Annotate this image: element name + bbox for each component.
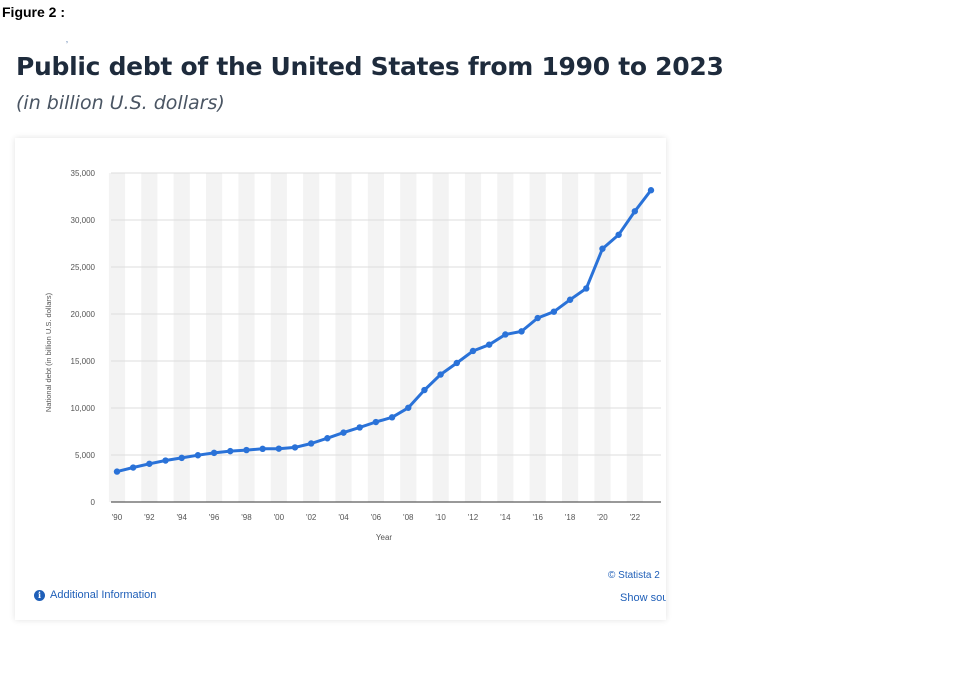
y-tick-label: 35,000 xyxy=(71,169,96,178)
grid-band xyxy=(335,173,352,502)
grid-band xyxy=(464,173,482,502)
y-tick-label: 5,000 xyxy=(75,451,96,460)
y-tick-label: 0 xyxy=(91,498,96,507)
data-point xyxy=(194,452,202,459)
data-point xyxy=(356,424,363,431)
data-point xyxy=(647,187,655,194)
x-tick-label: '98 xyxy=(241,513,252,522)
grid-band xyxy=(594,173,611,502)
data-point xyxy=(307,440,315,447)
data-point xyxy=(405,404,412,411)
y-tick-label: 25,000 xyxy=(71,263,96,272)
data-point xyxy=(583,285,590,292)
x-tick-label: '08 xyxy=(403,513,414,522)
x-axis-title: Year xyxy=(376,533,393,542)
x-tick-label: '22 xyxy=(630,513,641,522)
data-point xyxy=(599,245,606,252)
chart-subtitle: (in billion U.S. dollars) xyxy=(16,92,225,114)
grid-band xyxy=(206,173,223,502)
additional-information-label: Additional Information xyxy=(50,589,157,601)
data-point xyxy=(372,418,380,426)
data-point xyxy=(502,331,509,338)
data-point xyxy=(340,429,347,436)
x-tick-label: '92 xyxy=(144,513,155,522)
y-tick-label: 20,000 xyxy=(71,310,96,319)
figure-label: Figure 2 : xyxy=(2,4,66,20)
data-point xyxy=(534,314,541,322)
grid-band xyxy=(173,173,190,502)
data-point xyxy=(324,435,331,442)
chart-title: Public debt of the United States from 19… xyxy=(16,52,724,81)
chart-card: 0 5,000 10,000 15,000 20,000 25,000 30,000 35,0… xyxy=(15,138,666,620)
data-point xyxy=(243,446,250,454)
data-point xyxy=(485,341,493,348)
data-point xyxy=(566,296,574,303)
x-tick-label: '10 xyxy=(435,513,446,522)
grid-band xyxy=(367,173,384,502)
data-point xyxy=(275,445,283,452)
x-tick-label: '90 xyxy=(112,513,123,522)
data-point xyxy=(631,208,639,215)
grid-band xyxy=(141,173,158,502)
y-axis-title: National debt (in billion U.S. dollars) xyxy=(44,292,53,412)
x-tick-label: '16 xyxy=(533,513,544,522)
info-icon: i xyxy=(34,589,45,601)
data-point xyxy=(178,454,185,462)
x-tick-label: '14 xyxy=(500,513,511,522)
data-point xyxy=(615,231,622,238)
statista-copyright-link[interactable]: © Statista 2 xyxy=(608,570,660,581)
line-chart: 0 5,000 10,000 15,000 20,000 25,000 30,000 35,0… xyxy=(44,169,661,542)
x-tick-label: '94 xyxy=(177,513,188,522)
grid-band xyxy=(626,173,643,502)
x-tick-label: '04 xyxy=(338,513,349,522)
grid-band xyxy=(562,173,579,502)
data-point xyxy=(518,328,525,335)
y-tick-label: 10,000 xyxy=(71,404,96,413)
x-tick-label: '00 xyxy=(274,513,285,522)
data-point xyxy=(453,359,461,367)
data-point xyxy=(388,414,396,421)
grid-band xyxy=(108,173,126,502)
data-point xyxy=(259,445,266,453)
x-tick-label: '02 xyxy=(306,513,317,522)
series-line xyxy=(115,188,653,474)
data-point xyxy=(227,447,234,455)
grid-band xyxy=(529,173,546,502)
y-tick-label: 15,000 xyxy=(71,357,96,366)
data-point xyxy=(469,347,477,355)
data-point xyxy=(437,371,444,378)
data-point xyxy=(162,457,169,464)
data-point xyxy=(421,386,428,394)
data-point xyxy=(129,464,137,471)
grid-band xyxy=(303,173,320,502)
additional-information-link[interactable]: i Additional Information xyxy=(34,589,156,601)
grid-band xyxy=(400,173,417,502)
grid-band xyxy=(270,173,287,502)
data-point xyxy=(550,308,558,315)
header-mark: ʼ xyxy=(66,40,68,50)
data-point xyxy=(113,468,121,475)
x-tick-label: '96 xyxy=(209,513,220,522)
data-point xyxy=(146,460,153,467)
show-source-link[interactable]: Show sou xyxy=(620,592,666,604)
data-point xyxy=(291,444,299,451)
x-tick-label: '18 xyxy=(565,513,576,522)
grid-band xyxy=(432,173,449,502)
grid-band xyxy=(238,173,255,502)
data-point xyxy=(210,449,218,457)
x-tick-label: '12 xyxy=(468,513,479,522)
y-tick-label: 30,000 xyxy=(71,216,96,225)
x-tick-label: '20 xyxy=(597,513,608,522)
x-tick-label: '06 xyxy=(371,513,382,522)
